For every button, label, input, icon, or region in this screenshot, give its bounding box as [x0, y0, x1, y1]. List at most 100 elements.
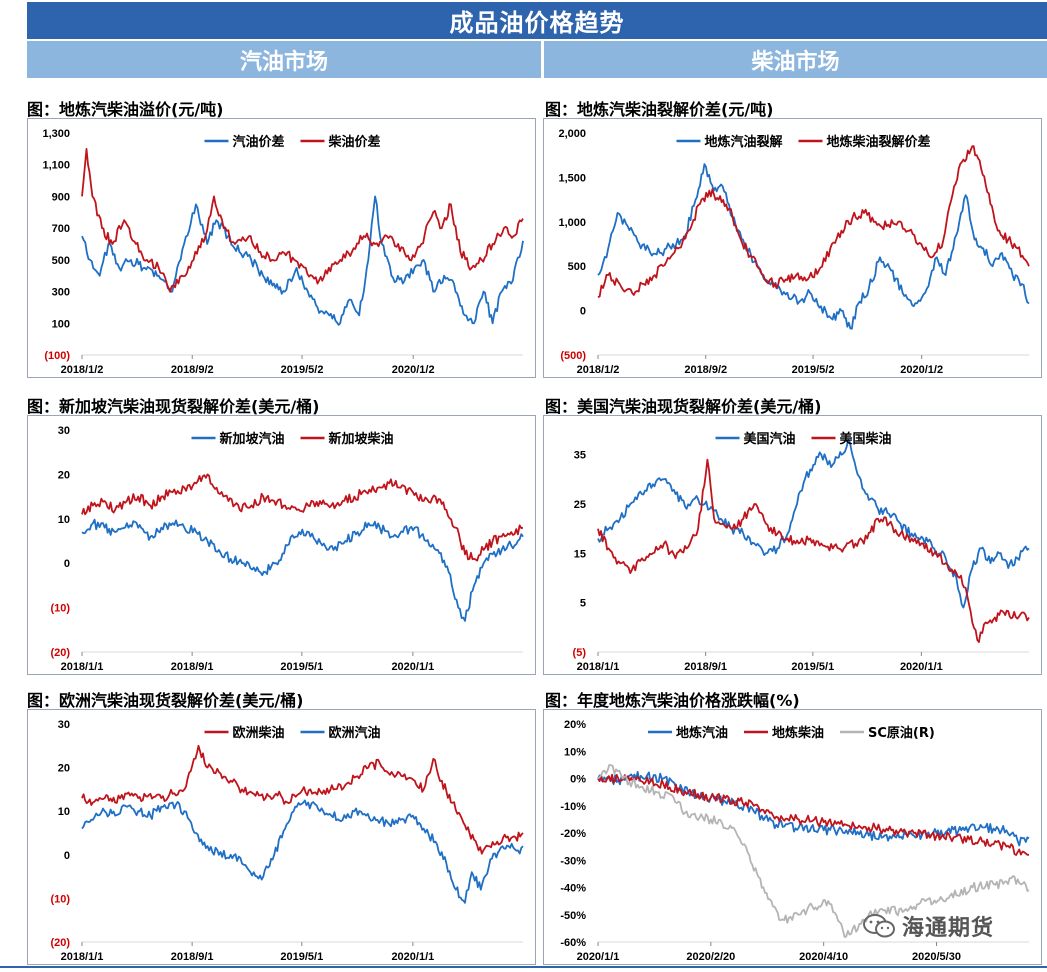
legend-label: 地炼汽油裂解 [705, 134, 783, 150]
y-tick-label: 1,100 [42, 160, 70, 172]
series-line-1 [81, 518, 524, 622]
y-tick-label: -20% [560, 828, 586, 840]
bottom-rule [0, 966, 1047, 968]
x-tick-label: 2020/1/1 [391, 661, 434, 673]
x-tick-label: 2018/1/2 [61, 364, 104, 376]
chart-title-c6: 图：年度地炼汽柴油价格涨跌幅(%) [545, 691, 800, 710]
y-tick-label: (20) [50, 647, 70, 659]
y-tick-label: 900 [52, 191, 70, 203]
x-tick-label: 2019/5/1 [280, 951, 323, 963]
y-tick-label: 0 [64, 850, 70, 862]
wechat-icon [863, 914, 895, 938]
legend-label: 地炼柴油裂解价差 [827, 134, 931, 150]
y-tick-label: (500) [560, 350, 586, 362]
series-line-2 [597, 458, 1030, 643]
y-tick-label: 35 [574, 450, 586, 462]
y-tick-label: 10% [564, 746, 586, 758]
y-tick-label: -60% [560, 937, 586, 949]
y-tick-label: (10) [50, 893, 70, 905]
chart-panel-c3: (20) (10) 0 10 20 30 2018/1/1 2018/9/1 2019/5/1 2… [27, 415, 536, 675]
chart-title-c4: 图：美国汽柴油现货裂解价差(美元/桶) [545, 397, 822, 416]
series-line-2 [597, 145, 1030, 299]
series-line-1 [81, 744, 524, 855]
series-line-1 [81, 195, 524, 326]
series-line-2 [81, 473, 524, 562]
x-tick-label: 2019/5/1 [791, 661, 834, 673]
series-line-2 [597, 773, 1029, 856]
section-divider [542, 41, 544, 78]
y-tick-label: -40% [560, 883, 586, 895]
x-tick-label: 2018/1/1 [61, 951, 104, 963]
y-tick-label: 100 [52, 318, 70, 330]
x-tick-label: 2020/1/1 [391, 951, 434, 963]
diesel-section-header: 柴油市场 [544, 41, 1047, 78]
x-tick-label: 2018/9/1 [171, 661, 214, 673]
x-tick-label: 2018/9/2 [171, 364, 214, 376]
y-tick-label: 1,300 [42, 128, 70, 140]
x-tick-label: 2020/5/30 [912, 951, 961, 963]
x-tick-label: 2018/1/2 [577, 364, 620, 376]
y-tick-label: 15 [574, 548, 586, 560]
legend-label: 欧洲汽油 [329, 725, 381, 741]
x-tick-label: 2020/1/2 [900, 364, 943, 376]
legend-label: 地炼汽油 [676, 725, 728, 741]
y-tick-label: 30 [58, 719, 70, 731]
chart-c3: (20) (10) 0 10 20 30 2018/1/1 2018/9/1 2019/5/1 2… [50, 425, 524, 673]
x-tick-label: 2018/9/2 [684, 364, 727, 376]
chart-panel-c4: (5) 5 15 25 35 2018/1/1 2018/9/1 2019/5/1 2020/1… [543, 415, 1042, 675]
series-line-3 [597, 764, 1030, 938]
gasoline-section-header: 汽油市场 [27, 41, 541, 78]
chart-panel-c5: (20) (10) 0 10 20 30 2018/1/1 2018/9/1 2019/5/1 2… [27, 709, 536, 965]
watermark: 海通期货 [862, 906, 1042, 946]
series-line-2 [81, 148, 524, 293]
legend-label: 汽油价差 [233, 134, 285, 150]
y-tick-label: 0% [570, 774, 586, 786]
legend-label: 欧洲柴油 [233, 725, 285, 741]
chart-c5: (20) (10) 0 10 20 30 2018/1/1 2018/9/1 2019/5/1 2… [50, 719, 524, 963]
y-tick-label: (100) [44, 350, 70, 362]
y-tick-label: 30 [58, 425, 70, 437]
y-tick-label: 10 [58, 514, 70, 526]
y-tick-label: 0 [64, 558, 70, 570]
series-line-1 [597, 163, 1030, 330]
x-tick-label: 2018/9/1 [684, 661, 727, 673]
legend-label: 美国柴油 [840, 431, 892, 447]
legend-label: 新加坡汽油 [220, 431, 285, 447]
x-tick-label: 2018/1/1 [577, 661, 620, 673]
y-tick-label: 300 [52, 287, 70, 299]
x-tick-label: 2019/5/2 [281, 364, 324, 376]
chart-c1: (100) 100 300 500 700 900 1,100 1,300 2018/1/2 20… [42, 128, 524, 376]
watermark-text: 海通期货 [902, 916, 995, 941]
series-line-1 [597, 439, 1030, 609]
x-tick-label: 2020/1/2 [392, 364, 435, 376]
chart-panel-c6: -60% -50% -40% -30% -20% -10% 0% 10% 20% 2020/1/1… [543, 709, 1042, 965]
page-banner: 成品油价格趋势 [27, 2, 1047, 39]
legend-label: SC原油(R) [868, 725, 935, 741]
chart-c6: -60% -50% -40% -30% -20% -10% 0% 10% 20% 2020/1/1… [560, 719, 1030, 963]
x-tick-label: 2020/4/10 [799, 951, 848, 963]
x-tick-label: 2019/5/1 [280, 661, 323, 673]
x-tick-label: 2019/5/2 [792, 364, 835, 376]
chart-c2: (500) 0 500 1,000 1,500 2,000 2018/1/2 2018/9/2… [558, 128, 1030, 376]
y-tick-label: 25 [574, 499, 586, 511]
y-tick-label: 0 [580, 306, 586, 318]
y-tick-label: 500 [52, 255, 70, 267]
y-tick-label: (10) [50, 603, 70, 615]
legend-label: 柴油价差 [328, 134, 381, 150]
x-tick-label: 2020/1/1 [577, 951, 620, 963]
chart-title-c2: 图：地炼汽柴油裂解价差(元/吨) [545, 100, 774, 119]
y-tick-label: 10 [58, 806, 70, 818]
x-tick-label: 2018/9/1 [171, 951, 214, 963]
series-line-2 [81, 799, 524, 904]
y-tick-label: 20% [564, 719, 586, 731]
chart-title-c1: 图：地炼汽柴油溢价(元/吨) [27, 100, 224, 119]
x-tick-label: 2018/1/1 [61, 661, 104, 673]
chart-title-c3: 图：新加坡汽柴油现货裂解价差(美元/桶) [27, 397, 320, 416]
chart-panel-c1: (100) 100 300 500 700 900 1,100 1,300 2018/1/2 20… [27, 118, 536, 378]
legend-label: 美国汽油 [744, 431, 796, 447]
y-tick-label: -10% [560, 801, 586, 813]
x-tick-label: 2020/2/20 [686, 951, 735, 963]
y-tick-label: 20 [58, 763, 70, 775]
chart-c4: (5) 5 15 25 35 2018/1/1 2018/9/1 2019/5/1 2020/1… [573, 431, 1030, 673]
y-tick-label: 5 [580, 598, 586, 610]
